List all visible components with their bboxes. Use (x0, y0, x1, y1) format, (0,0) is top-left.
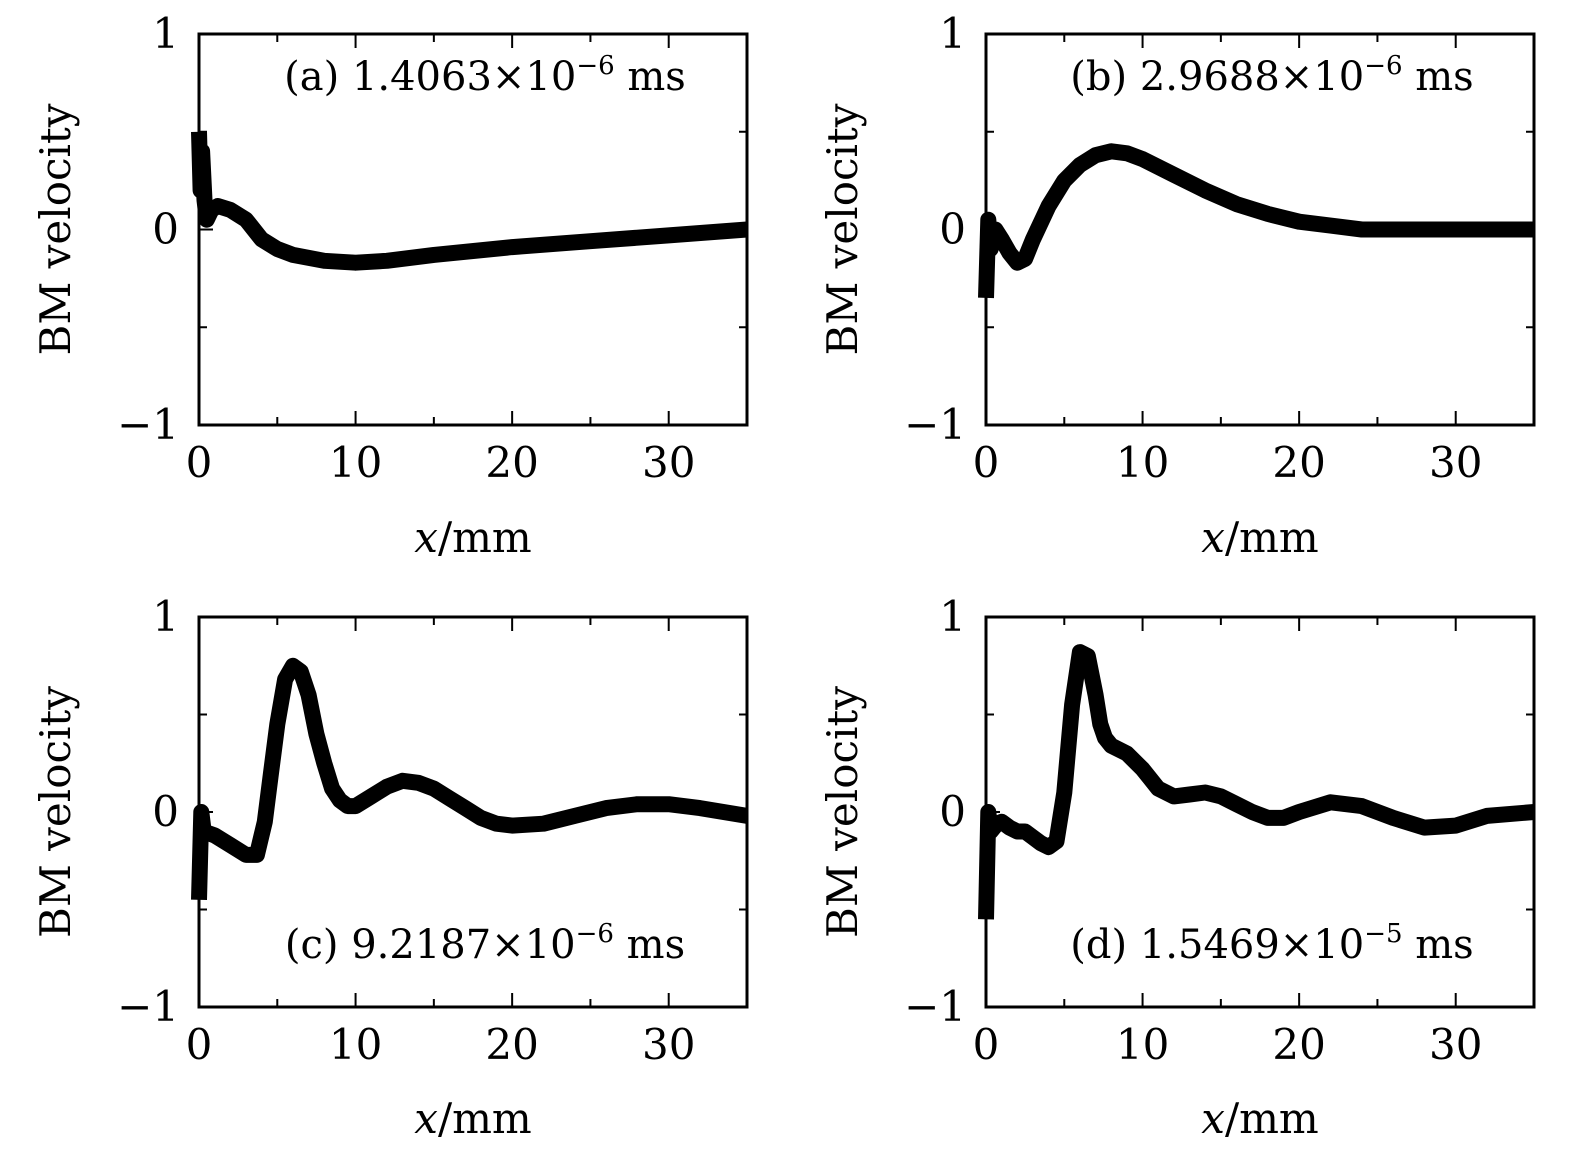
y-tick-label: 1 (939, 9, 966, 58)
y-tick-label: −1 (117, 400, 179, 449)
x-tick-label: 10 (329, 1020, 382, 1069)
x-tick-label: 0 (973, 1020, 1000, 1069)
y-tick-label: 1 (152, 592, 179, 641)
y-tick-label: 0 (152, 787, 179, 836)
y-tick-label: 0 (939, 787, 966, 836)
x-axis-label: x/mm (1201, 513, 1319, 562)
panel-annotation-d: (d) 1.5469×10−5 ms (1070, 919, 1473, 968)
y-axis-label: BM velocity (31, 686, 80, 938)
series-line-b (978, 143, 1534, 299)
y-axis-label: BM velocity (818, 686, 867, 938)
panel-annotation-b: (b) 2.9688×10−6 ms (1070, 51, 1473, 100)
x-tick-label: 30 (642, 438, 695, 487)
x-axis-label: x/mm (1201, 1094, 1319, 1143)
x-tick-label: 10 (1116, 438, 1169, 487)
x-tick-label: 10 (1116, 1020, 1169, 1069)
series-line-a (191, 131, 748, 271)
x-axis-label: x/mm (414, 513, 532, 562)
x-tick-label: 20 (485, 1020, 538, 1069)
x-tick-label: 20 (1272, 438, 1325, 487)
series-line-c (191, 657, 749, 901)
x-axis-label: x/mm (414, 1094, 532, 1143)
x-tick-label: 20 (485, 438, 538, 487)
x-tick-label: 0 (186, 438, 213, 487)
x-tick-label: 30 (1429, 1020, 1482, 1069)
y-tick-label: 0 (152, 205, 179, 254)
panel-annotation-c: (c) 9.2187×10−6 ms (285, 919, 685, 968)
x-tick-label: 30 (1429, 438, 1482, 487)
x-tick-label: 0 (186, 1020, 213, 1069)
y-tick-label: 1 (152, 9, 179, 58)
y-tick-label: −1 (117, 982, 179, 1031)
x-tick-label: 0 (973, 438, 1000, 487)
y-tick-label: 1 (939, 592, 966, 641)
x-tick-label: 10 (329, 438, 382, 487)
y-tick-label: −1 (904, 400, 966, 449)
panel-annotation-a: (a) 1.4063×10−6 ms (284, 51, 686, 100)
y-axis-label: BM velocity (818, 103, 867, 355)
y-axis-label: BM velocity (31, 103, 80, 355)
y-tick-label: −1 (904, 982, 966, 1031)
x-tick-label: 30 (642, 1020, 695, 1069)
series-line-d (978, 644, 1535, 920)
x-tick-label: 20 (1272, 1020, 1325, 1069)
y-tick-label: 0 (939, 205, 966, 254)
